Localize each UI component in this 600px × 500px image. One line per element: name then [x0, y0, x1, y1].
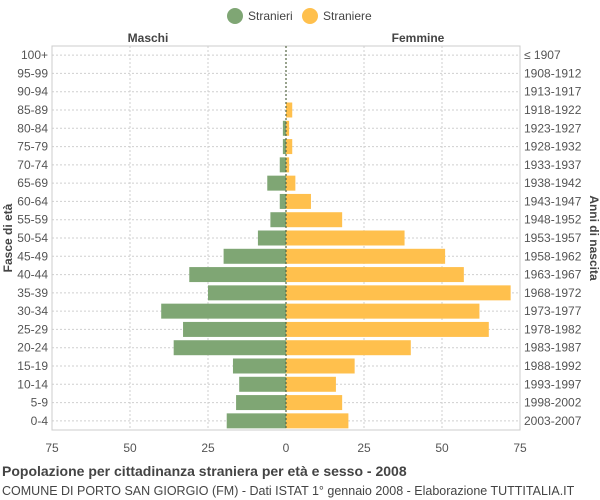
birth-year-label: 1928-1932 [524, 140, 582, 154]
birth-year-label: 1948-1952 [524, 213, 582, 227]
bar-male-5-9 [236, 395, 286, 411]
birth-year-label: 1923-1927 [524, 121, 582, 135]
bar-female-50-54 [286, 230, 405, 246]
bar-male-35-39 [208, 285, 286, 301]
bar-male-0-4 [226, 413, 286, 429]
age-group-label: 55-59 [17, 213, 48, 227]
bar-female-40-44 [286, 267, 464, 283]
y-axis-title-left: Fasce di età [1, 203, 15, 272]
age-group-label: 25-29 [17, 322, 48, 336]
bar-male-30-34 [161, 303, 286, 319]
legend-label-straniere: Straniere [323, 9, 372, 23]
birth-year-label: 1908-1912 [524, 66, 582, 80]
age-group-label: 65-69 [17, 176, 48, 190]
bar-male-55-59 [270, 212, 286, 228]
x-tick-label: 75 [513, 441, 527, 455]
age-group-label: 80-84 [17, 121, 48, 135]
legend-marker-stranieri [227, 8, 243, 24]
legend-marker-straniere [302, 8, 318, 24]
bar-female-5-9 [286, 395, 343, 411]
birth-year-label: 1993-1997 [524, 377, 582, 391]
bar-female-10-14 [286, 376, 336, 392]
age-group-label: 70-74 [17, 158, 48, 172]
birth-year-label: 2003-2007 [524, 414, 582, 428]
y-axis-title-right: Anni di nascita [587, 195, 600, 281]
bar-female-70-74 [286, 157, 290, 173]
bar-male-70-74 [279, 157, 286, 173]
age-group-label: 45-49 [17, 249, 48, 263]
age-group-label: 40-44 [17, 268, 48, 282]
x-tick-label: 50 [435, 441, 449, 455]
birth-year-label: 1938-1942 [524, 176, 582, 190]
chart-canvas: 75 50 25 0 25 50 75 100+ ≤ 1907 95-99 1908-1912 90-… [1, 8, 600, 455]
bar-male-25-29 [183, 321, 286, 337]
birth-year-label: 1998-2002 [524, 396, 582, 410]
x-tick-label: 25 [201, 441, 215, 455]
bar-female-0-4 [286, 413, 349, 429]
birth-year-label: 1953-1957 [524, 231, 582, 245]
bar-female-15-19 [286, 358, 355, 374]
bar-female-45-49 [286, 248, 446, 264]
age-group-label: 75-79 [17, 140, 48, 154]
age-group-label: 30-34 [17, 304, 48, 318]
birth-year-label: 1963-1967 [524, 268, 582, 282]
x-tick-label: 0 [283, 441, 290, 455]
x-tick-label: 25 [357, 441, 371, 455]
birth-year-label: 1933-1937 [524, 158, 582, 172]
bar-female-65-69 [286, 175, 296, 191]
birth-year-label: 1983-1987 [524, 341, 582, 355]
right-header-femmine: Femmine [392, 31, 445, 45]
bar-female-25-29 [286, 321, 489, 337]
age-group-label: 20-24 [17, 341, 48, 355]
bar-female-30-34 [286, 303, 480, 319]
bar-male-80-84 [282, 120, 286, 136]
bar-male-40-44 [189, 267, 286, 283]
bar-male-15-19 [232, 358, 286, 374]
bar-female-60-64 [286, 193, 311, 209]
bar-female-35-39 [286, 285, 511, 301]
age-group-label: 15-19 [17, 359, 48, 373]
bar-female-20-24 [286, 340, 411, 356]
birth-year-label: 1913-1917 [524, 85, 582, 99]
age-group-label: 85-89 [17, 103, 48, 117]
age-group-label: 10-14 [17, 377, 48, 391]
bar-female-75-79 [286, 139, 293, 155]
age-group-label: 0-4 [31, 414, 49, 428]
x-tick-label: 50 [123, 441, 137, 455]
bar-male-50-54 [257, 230, 286, 246]
bar-female-85-89 [286, 102, 293, 118]
chart-title: Popolazione per cittadinanza straniera p… [2, 463, 407, 479]
bar-male-60-64 [279, 193, 286, 209]
bar-male-45-49 [223, 248, 286, 264]
bar-male-10-14 [239, 376, 286, 392]
bar-male-65-69 [267, 175, 286, 191]
chart-subtitle: COMUNE DI PORTO SAN GIORGIO (FM) - Dati … [2, 484, 575, 498]
birth-year-label: 1973-1977 [524, 304, 582, 318]
age-group-label: 60-64 [17, 194, 48, 208]
legend-label-stranieri: Stranieri [248, 9, 293, 23]
birth-year-label: ≤ 1907 [524, 48, 561, 62]
bar-male-75-79 [282, 139, 286, 155]
age-group-label: 90-94 [17, 85, 48, 99]
bar-male-20-24 [173, 340, 286, 356]
birth-year-label: 1968-1972 [524, 286, 582, 300]
birth-year-label: 1918-1922 [524, 103, 582, 117]
bar-female-55-59 [286, 212, 343, 228]
left-header-maschi: Maschi [128, 31, 169, 45]
age-group-label: 5-9 [31, 396, 49, 410]
bar-female-80-84 [286, 120, 290, 136]
age-group-label: 100+ [21, 48, 48, 62]
birth-year-label: 1943-1947 [524, 194, 582, 208]
age-group-label: 35-39 [17, 286, 48, 300]
x-tick-label: 75 [45, 441, 59, 455]
birth-year-label: 1958-1962 [524, 249, 582, 263]
age-group-label: 95-99 [17, 66, 48, 80]
birth-year-label: 1978-1982 [524, 322, 582, 336]
age-group-label: 50-54 [17, 231, 48, 245]
birth-year-label: 1988-1992 [524, 359, 582, 373]
